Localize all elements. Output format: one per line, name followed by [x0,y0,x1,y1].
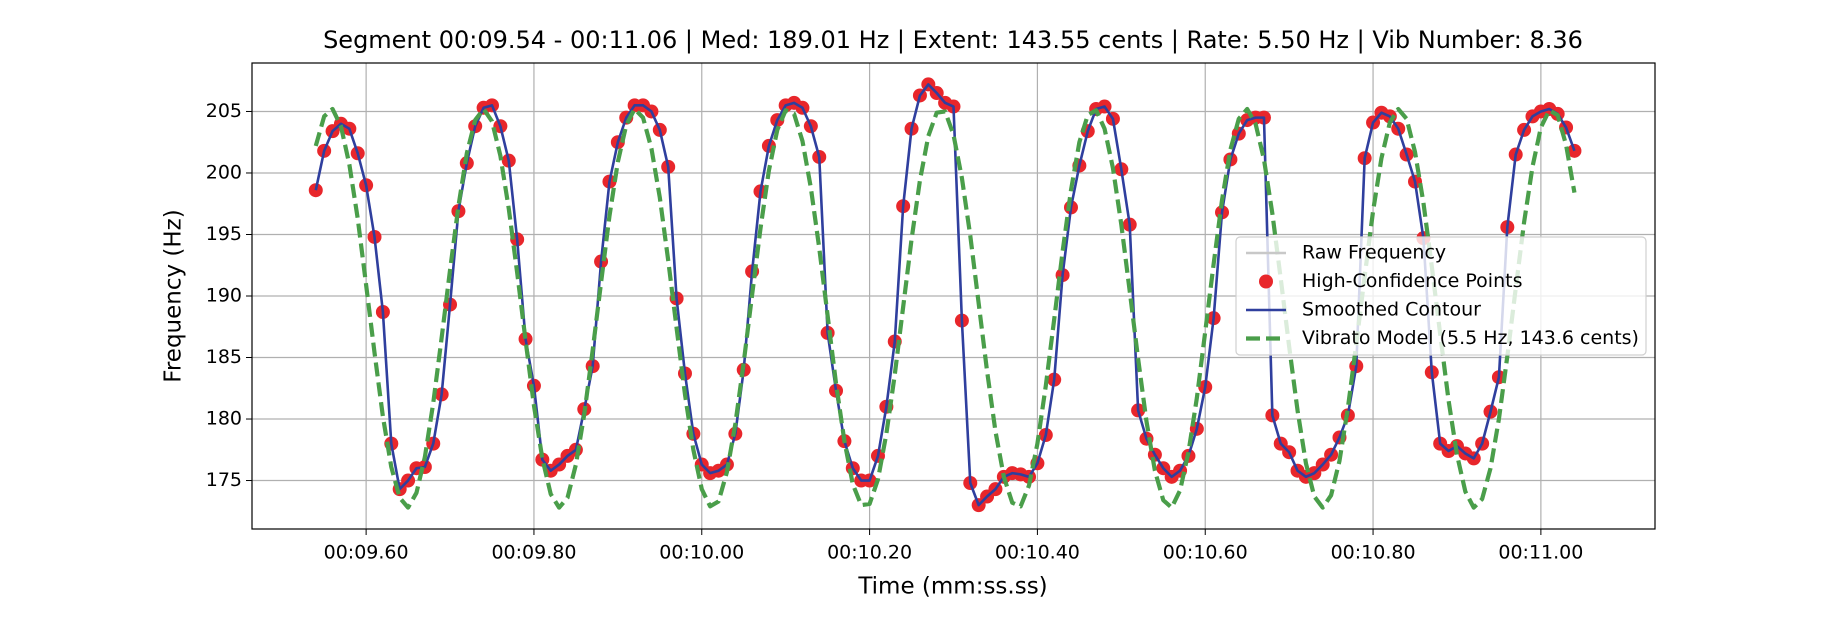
x-tick-label: 00:11.00 [1498,542,1583,564]
y-tick-label: 205 [206,100,242,122]
x-axis-label: Time (mm:ss.ss) [857,574,1047,600]
legend-label: Smoothed Contour [1302,299,1481,321]
y-axis-label: Frequency (Hz) [161,209,187,382]
x-tick-label: 00:10.60 [1163,542,1248,564]
x-tick-label: 00:10.20 [827,542,912,564]
y-tick-label: 180 [206,408,242,430]
series-line [314,83,1576,507]
x-tick-label: 00:10.40 [995,542,1080,564]
legend-label: Vibrato Model (5.5 Hz, 143.6 cents) [1302,327,1639,349]
plot-frame [251,62,1656,530]
data-point [308,183,323,198]
y-tick-label: 195 [206,223,242,245]
legend-marker [1259,274,1273,289]
y-tick-label: 175 [206,469,242,491]
y-tick-label: 185 [206,346,242,368]
x-tick-label: 00:10.00 [659,542,744,564]
y-tick-label: 200 [206,161,242,183]
plot-area [308,77,1582,513]
x-tick-label: 00:09.60 [324,542,409,564]
x-tick-label: 00:09.80 [491,542,576,564]
y-tick-label: 190 [206,285,242,307]
legend-label: High-Confidence Points [1302,270,1522,292]
x-tick-label: 00:10.80 [1331,542,1416,564]
legend-box [1235,236,1647,356]
legend-label: Raw Frequency [1302,242,1446,264]
chart-title: Segment 00:09.54 - 00:11.06 | Med: 189.0… [323,26,1583,54]
